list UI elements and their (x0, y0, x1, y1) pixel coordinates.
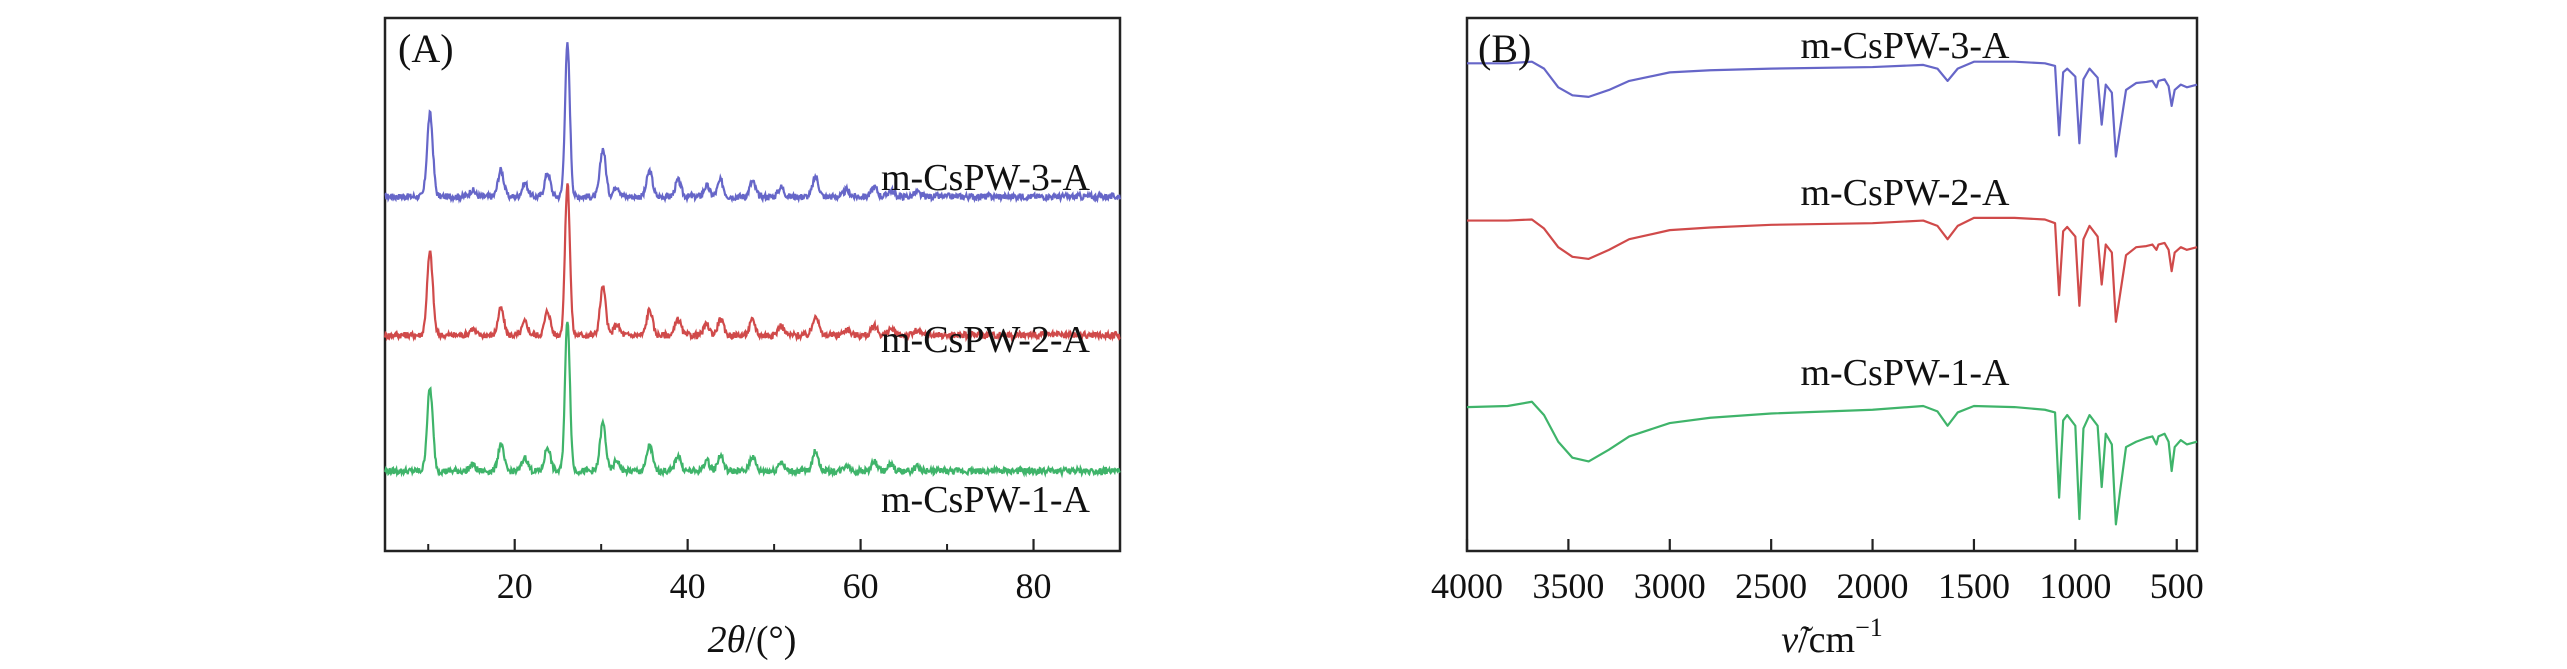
panel-a-x-axis-unit: /(°) (745, 619, 796, 661)
ftir-x-tick-label-2500: 2500 (1735, 566, 1807, 606)
xrd-x-tick-label-80: 80 (1016, 566, 1052, 606)
panel-b-frame (1465, 16, 2199, 553)
panel-b-x-axis-title: ν̃/cm−1 (1781, 613, 1883, 661)
panel-a-xrd-chart: 20 40 60 80 (A) m-CsPW-3-A m-CsPW-2-A m-CsPW-… (383, 16, 1122, 661)
ftir-line-m-cspw-2-a (1467, 216, 2198, 323)
xrd-x-tick-label-20: 20 (497, 566, 533, 606)
panel-b-x-axis-exponent: −1 (1855, 613, 1883, 642)
xrd-x-tick-label-40: 40 (670, 566, 706, 606)
ftir-x-tick-label-3500: 3500 (1532, 566, 1604, 606)
ftir-x-tick-label-2000: 2000 (1837, 566, 1909, 606)
ftir-x-tick-label-4000: 4000 (1431, 566, 1503, 606)
xrd-line-m-cspw-2-a (383, 183, 1121, 343)
panel-a-label: (A) (398, 26, 454, 71)
xrd-x-tick-label-60: 60 (843, 566, 879, 606)
panel-a-x-axis-symbol: 2θ (708, 619, 746, 661)
xrd-line-m-cspw-3-a (384, 42, 1122, 204)
ftir-series-label-m-cspw-1-a: m-CsPW-1-A (1801, 352, 2011, 394)
panel-a-x-axis-title: 2θ/(°) (708, 619, 797, 661)
xrd-series-label-m-cspw-3-a: m-CsPW-3-A (881, 157, 1091, 199)
xrd-series-label-m-cspw-2-a: m-CsPW-2-A (881, 319, 1091, 361)
ftir-line-m-cspw-1-a (1466, 400, 2198, 526)
panel-b-label: (B) (1478, 26, 1531, 71)
ftir-x-tick-label-3000: 3000 (1634, 566, 1706, 606)
ftir-x-tick-label-1000: 1000 (2039, 566, 2111, 606)
xrd-series-label-m-cspw-1-a: m-CsPW-1-A (881, 479, 1091, 521)
ftir-series-label-m-cspw-2-a: m-CsPW-2-A (1801, 172, 2011, 214)
ftir-line-m-cspw-3-a (1467, 60, 2198, 158)
panel-a-frame (383, 16, 1122, 553)
xrd-line-m-cspw-1-a (383, 321, 1121, 479)
ftir-series-label-m-cspw-3-a: m-CsPW-3-A (1801, 25, 2011, 67)
panel-b-x-axis-unit: /cm (1798, 619, 1855, 661)
panel-b-ftir-chart: 4000 3500 3000 2500 2000 1500 1000 500 (B) m-Cs… (1431, 16, 2204, 661)
ftir-x-tick-label-1500: 1500 (1938, 566, 2010, 606)
ftir-x-tick-label-500: 500 (2150, 566, 2204, 606)
